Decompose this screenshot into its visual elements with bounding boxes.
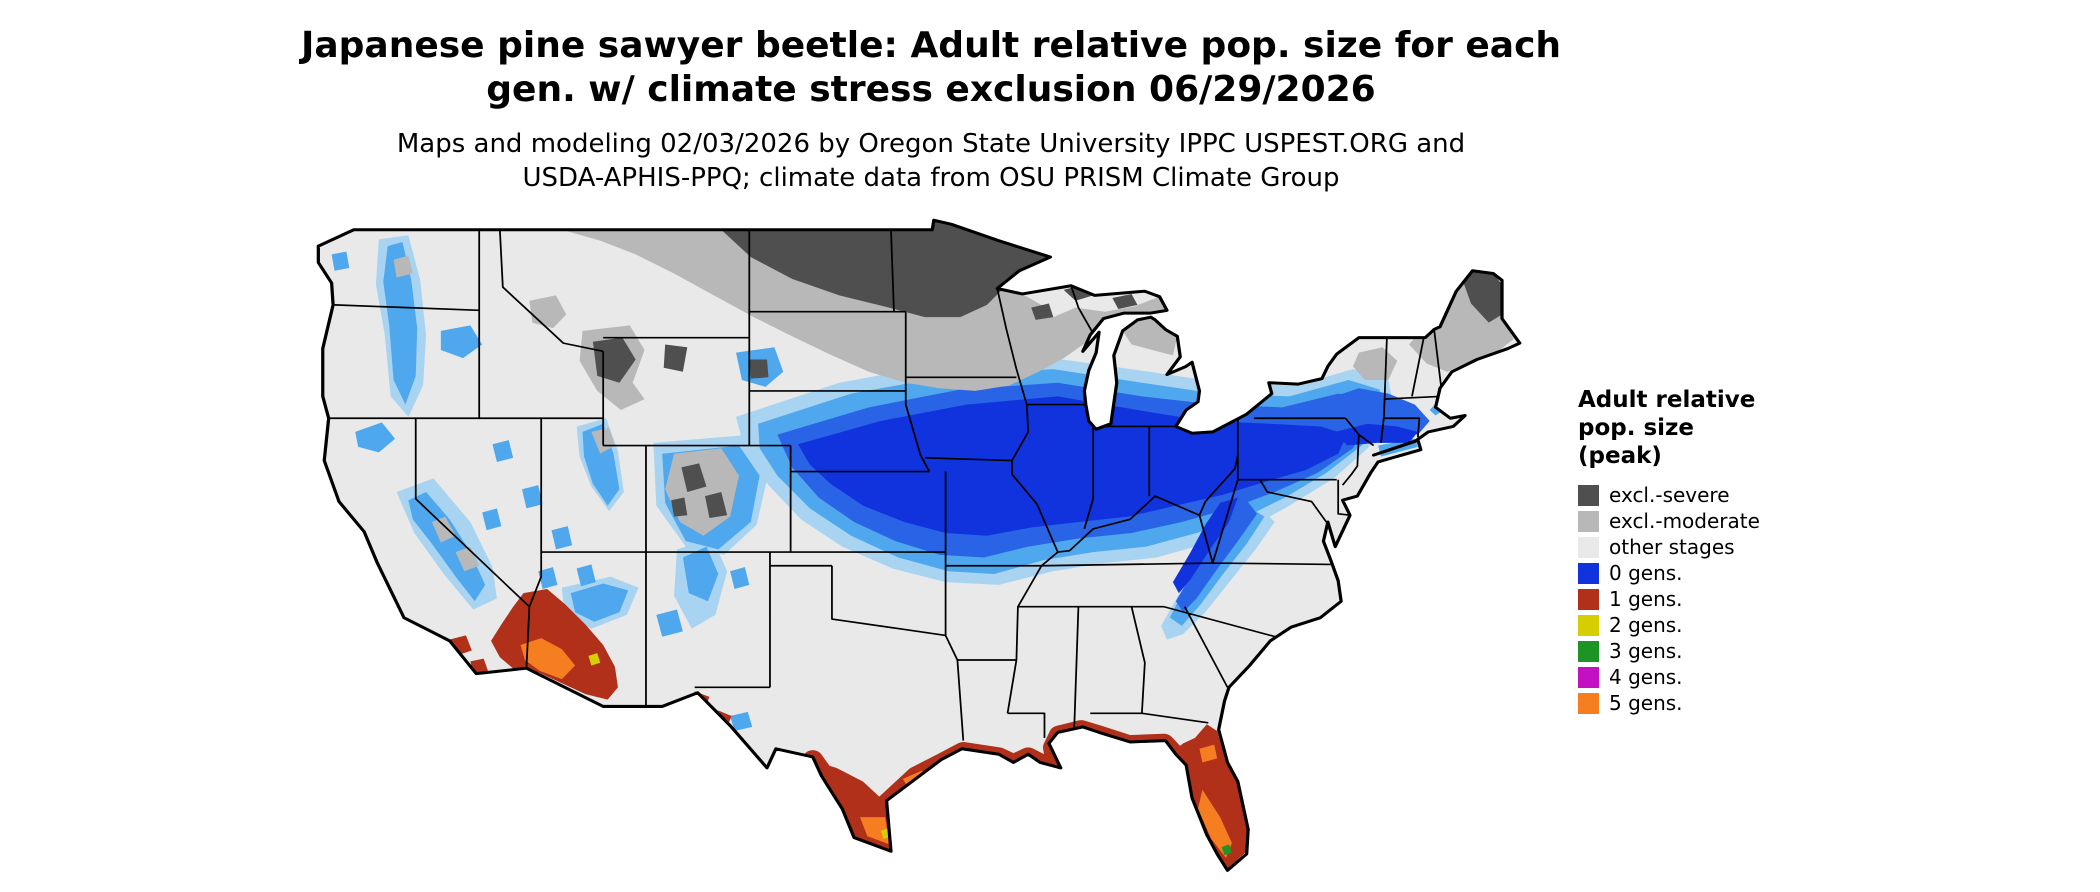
title-line-1: Japanese pine sawyer beetle: Adult relat… [300, 25, 1562, 66]
legend-title-line-3: (peak) [1578, 443, 1662, 470]
legend-label: other stages [1609, 535, 1735, 560]
legend-label: 4 gens. [1609, 665, 1683, 690]
legend-label: excl.-moderate [1609, 509, 1760, 534]
legend-swatch-4 [1578, 588, 1599, 610]
legend-title: Adult relative pop. size (peak) [1578, 386, 1878, 470]
us-outline [316, 218, 1522, 872]
legend-label: 0 gens. [1609, 561, 1683, 586]
legend-row: 3 gens. [1578, 638, 1878, 664]
header: Japanese pine sawyer beetle: Adult relat… [0, 24, 1862, 195]
legend-row: 5 gens. [1578, 690, 1878, 716]
us-map [316, 218, 1522, 872]
legend-swatch-2 [1578, 536, 1599, 558]
map-region-excl-severe [592, 220, 1503, 518]
subtitle-line-2: USDA-APHIS-PPQ; climate data from OSU PR… [522, 162, 1340, 193]
legend-row: other stages [1578, 534, 1878, 560]
legend-label: 3 gens. [1609, 639, 1683, 664]
legend-label: 1 gens. [1609, 587, 1683, 612]
legend-swatch-1 [1578, 510, 1599, 532]
legend-title-line-2: pop. size [1578, 415, 1695, 442]
map-subtitle: Maps and modeling 02/03/2026 by Oregon S… [0, 128, 1862, 196]
map-title: Japanese pine sawyer beetle: Adult relat… [0, 24, 1862, 112]
map-container [308, 212, 1533, 888]
legend-row: 0 gens. [1578, 560, 1878, 586]
legend-row: excl.-severe [1578, 482, 1878, 508]
legend-row: 2 gens. [1578, 612, 1878, 638]
legend-row: excl.-moderate [1578, 508, 1878, 534]
legend-label: 5 gens. [1609, 691, 1683, 716]
legend-swatch-8 [1578, 692, 1599, 714]
legend-swatch-5 [1578, 614, 1599, 636]
map-region-3-gens [1221, 844, 1232, 856]
legend: Adult relative pop. size (peak) excl.-se… [1578, 386, 1878, 716]
state-borders [328, 229, 1443, 741]
legend-swatch-6 [1578, 640, 1599, 662]
legend-row: 4 gens. [1578, 664, 1878, 690]
legend-label: excl.-severe [1609, 483, 1730, 508]
legend-swatch-0 [1578, 484, 1599, 506]
legend-title-line-1: Adult relative [1578, 387, 1756, 413]
legend-swatch-3 [1578, 562, 1599, 584]
legend-swatch-7 [1578, 666, 1599, 688]
title-line-2: gen. w/ climate stress exclusion 06/29/2… [486, 68, 1376, 110]
subtitle-line-1: Maps and modeling 02/03/2026 by Oregon S… [396, 128, 1466, 159]
legend-row: 1 gens. [1578, 586, 1878, 612]
legend-label: 2 gens. [1609, 613, 1683, 638]
